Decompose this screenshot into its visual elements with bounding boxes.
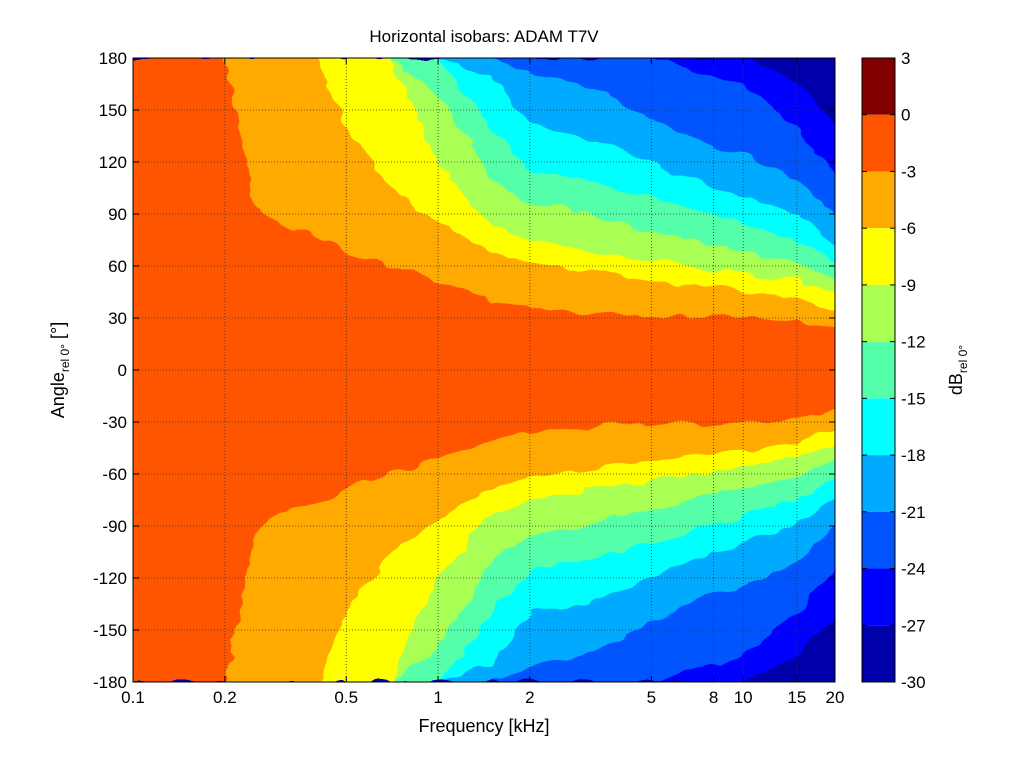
colorbar-block — [862, 568, 895, 626]
colorbar-tick-label: -9 — [901, 276, 916, 295]
grid-lines — [133, 58, 835, 682]
colorbar-block — [862, 58, 895, 115]
x-tick-label: 8 — [709, 688, 718, 707]
colorbar-block — [862, 511, 895, 569]
colorbar-tick-label: -27 — [901, 616, 926, 635]
colorbar: 3 0 -3 -6 -9 -12 -15 -18 -21 -24 -27 -30 — [861, 49, 926, 692]
colorbar-tick-label: 0 — [901, 106, 910, 125]
y-tick-label: 30 — [108, 309, 127, 328]
colorbar-tick-label: -6 — [901, 219, 916, 238]
colorbar-tick-label: -18 — [901, 446, 926, 465]
colorbar-tick-label: -30 — [901, 673, 926, 692]
x-tick-label: 10 — [734, 688, 753, 707]
colorbar-label-main: dB — [946, 373, 966, 395]
y-axis-label-main: Angle — [48, 372, 68, 418]
x-tick-label: 5 — [647, 688, 656, 707]
colorbar-tick-label: -12 — [901, 333, 926, 352]
y-tick-label: 150 — [99, 101, 127, 120]
x-axis: 0.1 0.2 0.5 1 2 5 8 10 15 20 — [121, 58, 844, 707]
y-tick-label: 0 — [118, 361, 127, 380]
y-tick-label: -30 — [102, 413, 127, 432]
colorbar-block — [862, 625, 895, 682]
x-axis-label: Frequency [kHz] — [418, 716, 549, 736]
colorbar-frame — [861, 57, 896, 683]
colorbar-tick-label: -21 — [901, 503, 926, 522]
plot-area: 0.1 0.2 0.5 1 2 5 8 10 15 20 180 150 120 90 60 30 0 -30 -… — [93, 49, 844, 707]
colorbar-block — [862, 171, 895, 229]
colorbar-label-sub: rel 0° — [956, 345, 970, 373]
x-tick-label: 20 — [826, 688, 845, 707]
colorbar-tick-label: -15 — [901, 389, 926, 408]
y-axis-label-unit: [°] — [48, 322, 68, 344]
y-tick-label: -180 — [93, 673, 127, 692]
y-axis: 180 150 120 90 60 30 0 -30 -60 -90 -120 -150 -180 — [93, 49, 835, 692]
colorbar-block — [862, 341, 895, 399]
chart-title: Horizontal isobars: ADAM T7V — [369, 27, 599, 46]
y-axis-label-sub: rel 0° — [58, 344, 72, 372]
x-tick-label: 0.2 — [213, 688, 237, 707]
y-tick-label: -120 — [93, 569, 127, 588]
x-tick-label: 0.1 — [121, 688, 145, 707]
y-tick-label: 180 — [99, 49, 127, 68]
colorbar-block — [862, 284, 895, 342]
colorbar-tick-label: -24 — [901, 560, 926, 579]
y-tick-label: 90 — [108, 205, 127, 224]
x-tick-label: 0.5 — [334, 688, 358, 707]
colorbar-block — [862, 114, 895, 172]
colorbar-tick-label: -3 — [901, 162, 916, 181]
y-tick-label: -60 — [102, 465, 127, 484]
x-tick-label: 15 — [787, 688, 806, 707]
colorbar-block — [862, 455, 895, 512]
colorbar-label: dBrel 0° — [946, 345, 970, 395]
colorbar-block — [862, 228, 895, 285]
y-tick-label: -90 — [102, 517, 127, 536]
y-axis-label: Anglerel 0° [°] — [48, 322, 72, 418]
colorbar-tick-label: 3 — [901, 49, 910, 68]
y-tick-label: 120 — [99, 153, 127, 172]
y-tick-label: 60 — [108, 257, 127, 276]
colorbar-block — [862, 398, 895, 456]
x-tick-label: 2 — [525, 688, 534, 707]
x-tick-label: 1 — [433, 688, 442, 707]
y-tick-label: -150 — [93, 621, 127, 640]
